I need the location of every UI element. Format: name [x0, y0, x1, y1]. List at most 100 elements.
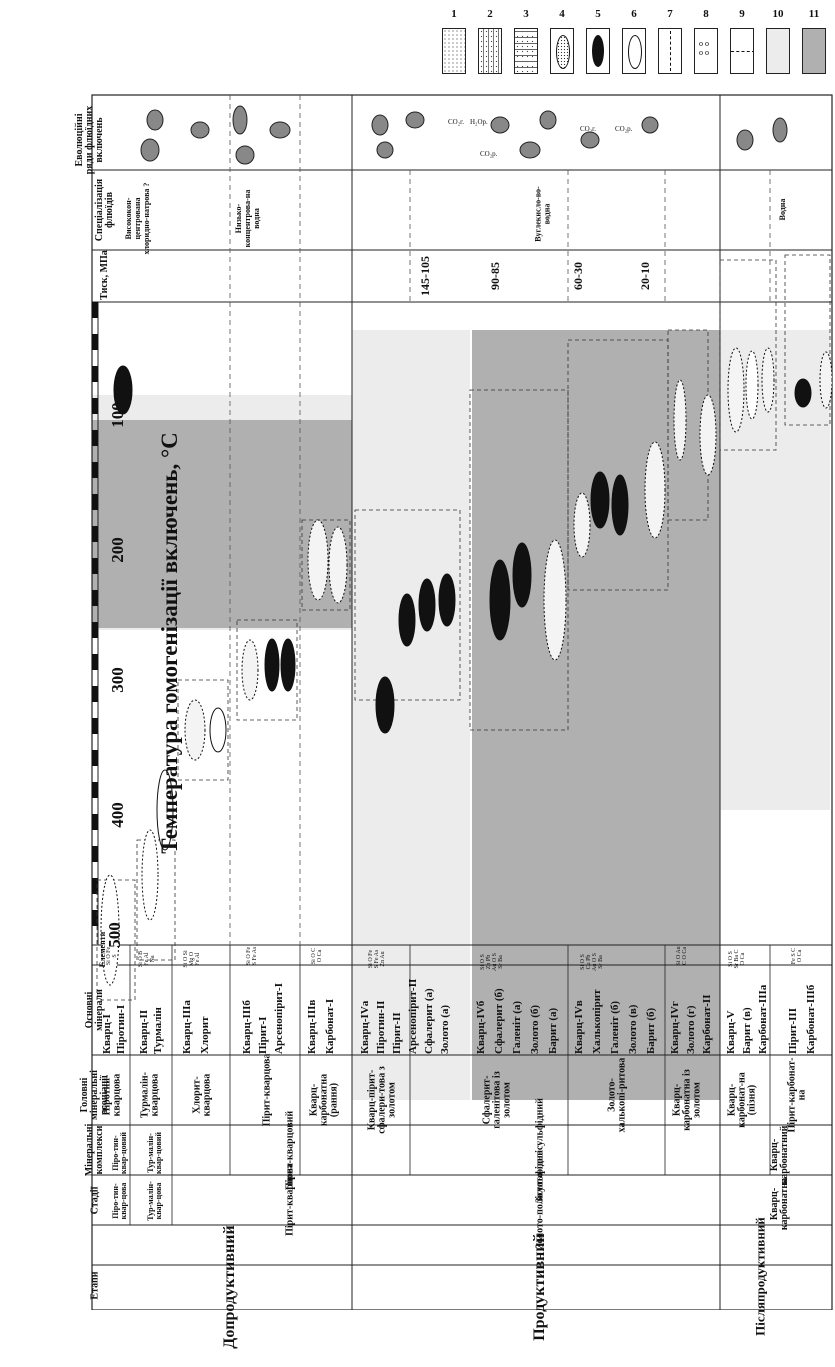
- element-list: Si O Fe S Fe As Zn Au: [368, 949, 386, 969]
- kompleks-2: Тур-малін-квар-цовий: [146, 1132, 163, 1174]
- element-list: Fe S C O Ca: [791, 947, 803, 965]
- range-box: [784, 254, 831, 426]
- mineral-label: Кварц-IIIб: [241, 1000, 253, 1054]
- etap-1: Допродуктивний: [221, 1225, 238, 1349]
- inclusion: [328, 526, 348, 604]
- element-list: Si O S Sr Ba C O Ca: [728, 949, 746, 969]
- inclusion: [418, 578, 436, 632]
- element-list: Si O B Fe Al Na: [138, 950, 156, 968]
- inclusion: [794, 378, 812, 408]
- inclusion: [264, 638, 280, 692]
- range-box: [96, 879, 136, 1001]
- inclusion: [438, 573, 456, 627]
- evo-label: CO₂р.: [480, 150, 498, 158]
- inclusion: [113, 365, 133, 415]
- header-etap: Етапи: [89, 1271, 101, 1300]
- range-box: [177, 679, 229, 781]
- mineral-label: Карбонат-II: [701, 994, 713, 1055]
- asotsiatsiya-10: Кварц-карбонат-на (пізня): [726, 1072, 758, 1128]
- zone-light-mid: [352, 330, 470, 1100]
- pressure-4: 20-10: [638, 262, 652, 290]
- evo-label: CO₂г.: [448, 118, 464, 126]
- mineral-label: Карбонат-IIIа: [757, 984, 769, 1054]
- asotsiatsiya-11: Пірит-карбонат-на: [786, 1057, 808, 1133]
- inclusion: [307, 519, 329, 601]
- inclusion: [673, 379, 687, 461]
- asotsiatsiya-2: Турмалін-кварцова: [139, 1072, 161, 1118]
- mineral-label: Барит (в): [741, 1007, 753, 1054]
- axis-title: Температура гомогенізації включень, °С: [157, 432, 182, 854]
- mineral-label: Карбонат-IIIб: [805, 984, 817, 1054]
- element-list: Si O Si Mg O Fe Al: [183, 950, 201, 968]
- range-box: [136, 839, 176, 961]
- legend-item-11: 11: [800, 8, 828, 78]
- asotsiatsiya-9: Кварц-карбонатна із золотом: [671, 1069, 703, 1131]
- range-box: [354, 509, 461, 701]
- mineral-label: Кварц-IVб: [475, 1000, 487, 1054]
- mineral-label: Сфалерит (а): [423, 988, 435, 1054]
- kompleks-1: Піро-тин-квар-цовий: [111, 1132, 128, 1174]
- mineral-label: Сфалерит (б): [493, 988, 505, 1054]
- pressure-3: 60-30: [571, 262, 585, 290]
- mineral-label: Кварц-IIIв: [306, 999, 318, 1054]
- legend-item-3: 3: [512, 8, 540, 78]
- mineral-label: Галеніт (а): [511, 1000, 523, 1054]
- inclusion: [398, 593, 416, 647]
- mineral-label: Кварц-IVа: [359, 1000, 371, 1054]
- element-list: Si O Au C O Ca: [676, 946, 688, 966]
- legend-item-2: 2: [476, 8, 504, 78]
- legend-item-1: 1: [440, 8, 468, 78]
- tick-400: 400: [108, 802, 127, 828]
- mineral-label: Барит (а): [547, 1007, 559, 1054]
- mineral-label: Халькопірит: [591, 989, 603, 1054]
- inclusion: [100, 874, 120, 986]
- asotsiatsiya-4: Пірит-кварцова: [261, 1053, 273, 1127]
- tick-100: 100: [108, 402, 127, 428]
- tick-200: 200: [108, 537, 127, 563]
- inclusion: [375, 676, 395, 734]
- asotsiatsiya-3: Хлорит-кварцова: [191, 1073, 213, 1117]
- mineral-label: Кварц-I: [101, 1014, 113, 1054]
- mineral-label: Пірит-III: [787, 1008, 799, 1054]
- range-box: [719, 259, 777, 451]
- asotsiatsiya-5: Кварц-карбонатна (рання): [308, 1073, 340, 1127]
- mineral-label: Пірит-I: [257, 1016, 269, 1054]
- legend-item-6: 6: [620, 8, 648, 78]
- inclusion: [745, 350, 759, 420]
- legend-item-10: 10: [764, 8, 792, 78]
- legend-item-9: 9: [728, 8, 756, 78]
- mineral-label: Піротин-II: [375, 1000, 387, 1054]
- fluid-3: Вуглекисло-во-водна: [533, 186, 552, 242]
- inclusion: [573, 492, 591, 558]
- element-list: Si O S Cu Pb Au O S Sr Ba: [580, 953, 604, 972]
- evo-label: CO₂г.: [580, 125, 596, 133]
- mineral-label: Хлорит: [199, 1016, 211, 1054]
- asotsiatsiya-1: Піротин-кварцова: [101, 1073, 123, 1117]
- inclusion: [611, 474, 629, 536]
- inclusion: [156, 769, 174, 851]
- legend-item-5: 5: [584, 8, 612, 78]
- tick-300: 300: [108, 667, 127, 693]
- pressure-2: 90-85: [488, 262, 502, 290]
- mineral-label: Арсенопірит-II: [407, 978, 419, 1054]
- inclusion: [184, 699, 206, 761]
- range-box: [301, 519, 351, 611]
- stadiya-1: Піро-тин-квар-цова: [111, 1182, 128, 1220]
- header-stadii: Стадії: [89, 1186, 101, 1215]
- inclusion: [209, 707, 227, 753]
- inclusion: [512, 542, 532, 608]
- asotsiatsiya-7: Сфалерит-галенітова із золотом: [481, 1071, 513, 1129]
- legend-item-7: 7: [656, 8, 684, 78]
- inclusion: [699, 394, 717, 476]
- inclusion: [819, 351, 833, 409]
- fluid-2: Низько-концентрова-на водна: [234, 189, 261, 248]
- kompleks-3: Пірит-кварцовий: [284, 1110, 296, 1191]
- evo-label: CO₂р.: [615, 125, 633, 133]
- zone-dark-top: [92, 420, 352, 628]
- pressure-1: 145-105: [418, 256, 432, 296]
- mineral-label: Піротин-I: [115, 1004, 127, 1054]
- range-box: [236, 619, 298, 721]
- inclusion: [644, 441, 666, 539]
- inclusion: [590, 471, 610, 529]
- header-pressure: Тиск, МПа: [99, 250, 110, 300]
